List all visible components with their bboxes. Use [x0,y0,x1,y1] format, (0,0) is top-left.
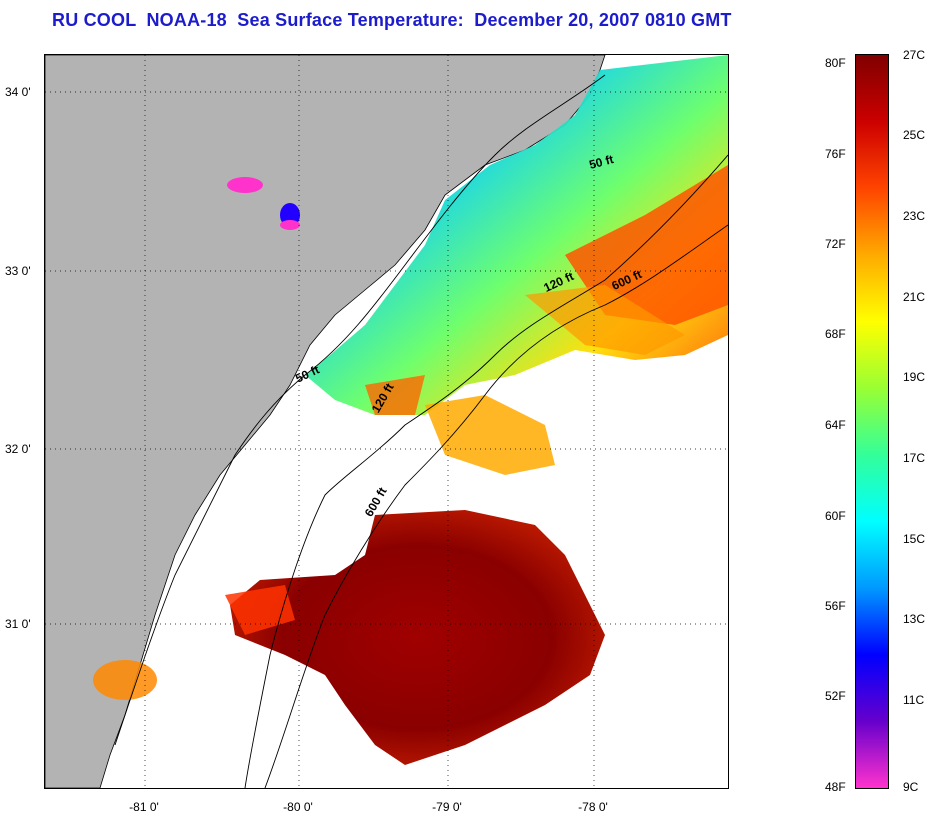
mid-patch-2 [365,375,425,415]
colorbar-f-label: 48F [825,780,846,794]
colorbar-f-label: 76F [825,147,846,161]
longitude-label: -79 0' [432,800,462,814]
colorbar-c-label: 15C [903,532,926,546]
longitude-label: -78 0' [578,800,608,814]
longitude-label: -80 0' [283,800,313,814]
colorbar-f-label: 64F [825,418,846,432]
colorbar-c-label: 23C [903,209,926,223]
colorbar-f-label: 52F [825,689,846,703]
latitude-label: 32 0' [5,442,31,456]
latitude-label: 31 0' [5,617,31,631]
contour-120ft [244,154,728,788]
temperature-colorbar [855,54,889,789]
contour-50ft [114,74,606,746]
colorbar-c-label: 9C [903,780,919,794]
map-canvas [45,55,728,788]
mid-patch [425,395,555,475]
map-title: RU COOL NOAA-18 Sea Surface Temperature:… [52,10,732,30]
colorbar-f-label: 80F [825,56,846,70]
grid-lines [45,55,728,788]
offshore-warm-patch [565,165,728,325]
colorbar-c-label: 25C [903,128,926,142]
sst-map[interactable]: 50 ft 120 ft 600 ft 50 ft 120 ft 600 ft [44,54,729,789]
colorbar-f-label: 72F [825,237,846,251]
offshore-patch-2 [525,285,685,355]
contour-600ft [264,224,728,788]
colorbar-f-label: 60F [825,509,846,523]
warm-edge [225,585,295,635]
lake-blob-1 [227,177,263,193]
latitude-label: 34 0' [5,85,31,99]
colorbar-c-label: 13C [903,612,926,626]
colorbar-c-label: 17C [903,451,926,465]
colorbar-f-label: 68F [825,327,846,341]
gulf-stream-warm-water [230,510,605,765]
colorbar-c-label: 19C [903,370,926,384]
colorbar-c-label: 21C [903,290,926,304]
latitude-label: 33 0' [5,264,31,278]
longitude-label: -81 0' [129,800,159,814]
colorbar-f-label: 56F [825,599,846,613]
southwest-patch [93,660,157,700]
lake-blob-3 [280,220,300,230]
colorbar-c-label: 11C [903,693,925,707]
colorbar-c-label: 27C [903,48,926,62]
